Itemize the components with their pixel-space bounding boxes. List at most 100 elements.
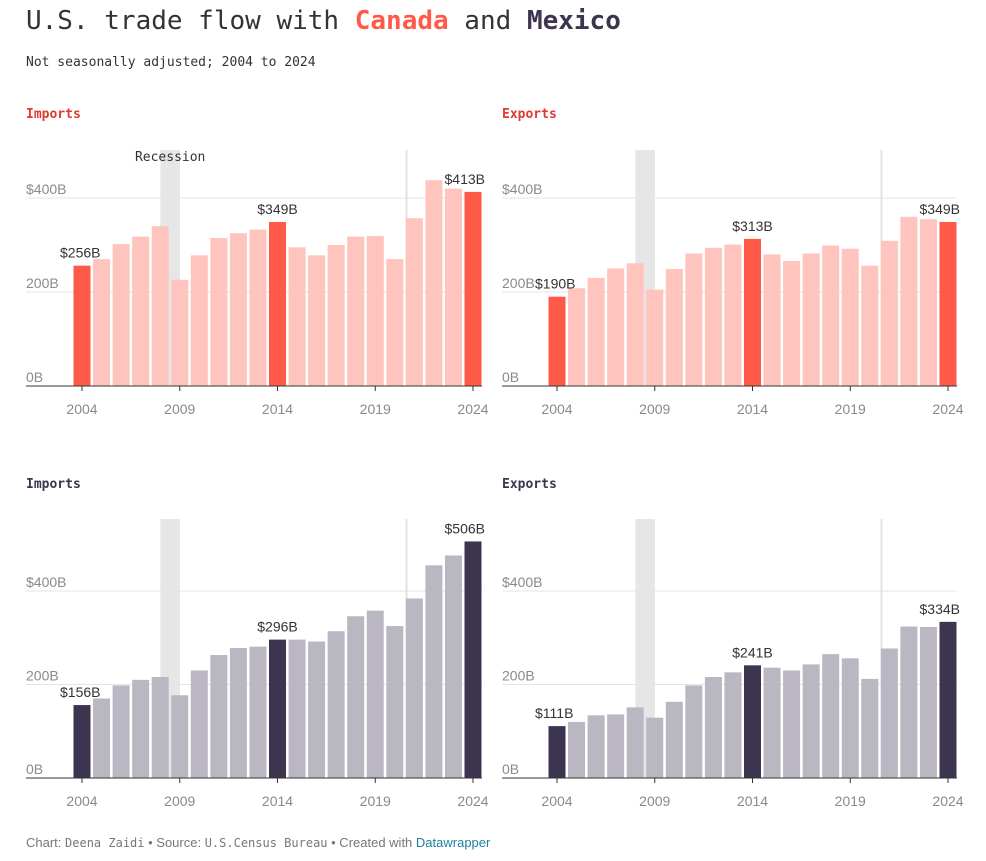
mexico-imports-ytick-400: $400B	[26, 574, 66, 590]
mexico-imports-bar-2004	[73, 705, 91, 778]
footer-source: U.S.Census Bureau	[204, 836, 328, 850]
canada-imports-xtick-2024: 2024	[457, 401, 488, 417]
mexico-exports-bar-2016	[783, 670, 801, 778]
canada-imports-bar-2022	[425, 180, 443, 386]
canada-imports-bar-2010	[190, 255, 208, 386]
mexico-exports-bar-2021	[880, 648, 898, 778]
mexico-imports-data-label-2024: $506B	[445, 520, 485, 536]
mexico-imports-xtick-2004: 2004	[66, 793, 97, 809]
canada-exports-bar-2013	[724, 244, 742, 386]
canada-exports-bar-2011	[685, 253, 703, 386]
canada-imports-bar-2014	[269, 221, 286, 386]
mexico-exports-data-label-2024: $334B	[920, 601, 960, 617]
mexico-imports-xtick-2014: 2014	[262, 793, 293, 809]
page-subtitle: Not seasonally adjusted; 2004 to 2024	[26, 55, 316, 70]
mexico-exports-bar-2011	[685, 685, 703, 778]
footer-sep2: • Created with	[327, 835, 416, 850]
footer-datawrapper-link[interactable]: Datawrapper	[415, 835, 491, 850]
canada-exports-bar-2004	[548, 296, 566, 386]
canada-exports-bar-2014	[744, 238, 761, 386]
mexico-imports-bar-2010	[190, 670, 208, 778]
canada-imports-bar-2021	[405, 218, 423, 386]
mexico-imports-ytick-0: 0B	[26, 761, 43, 777]
canada-imports-xtick-2004: 2004	[66, 401, 97, 417]
mexico-imports-bar-2022	[425, 565, 443, 778]
canada-imports-bar-2017	[327, 245, 345, 386]
mexico-imports-data-label-2014: $296B	[257, 619, 297, 635]
mexico-exports-xtick-2009: 2009	[639, 793, 670, 809]
canada-imports-bar-2024	[464, 191, 482, 386]
canada-exports-bar-2020	[861, 265, 879, 386]
mexico-exports-bar-2019	[841, 658, 859, 778]
canada-exports-bar-2005	[568, 288, 586, 386]
canada-imports-bar-2004	[73, 265, 91, 386]
mexico-exports-bar-2014	[744, 665, 761, 778]
canada-exports-data-label-2024: $349B	[920, 201, 960, 217]
mexico-imports-xtick-2019: 2019	[360, 793, 391, 809]
mexico-exports-data-label-2004: $111B	[535, 705, 573, 721]
canada-imports-bar-2007	[132, 236, 150, 386]
canada-imports-recession-label: Recession	[135, 150, 205, 165]
canada-exports-bar-2007	[607, 268, 625, 386]
mexico-exports-xtick-2024: 2024	[932, 793, 963, 809]
canada-imports-bar-2015	[288, 247, 306, 386]
mexico-imports-ytick-200: 200B	[26, 668, 59, 684]
canada-imports-bar-2020	[386, 259, 404, 386]
canada-imports-xtick-2019: 2019	[360, 401, 391, 417]
canada-exports-bar-2018	[822, 245, 840, 386]
canada-imports-bar-2009	[171, 279, 189, 386]
mexico-imports-bar-2019	[366, 610, 384, 778]
canada-exports-ytick-400: $400B	[502, 181, 542, 197]
panel-title-mexico-imports: Imports	[26, 477, 81, 492]
canada-imports-bar-2008	[151, 226, 169, 386]
footer-author: Deena Zaidi	[65, 836, 145, 850]
canada-exports-bar-2022	[900, 216, 918, 386]
mexico-exports-bar-2010	[665, 701, 683, 778]
mexico-exports-bar-2013	[724, 672, 742, 778]
mexico-exports-bar-2007	[607, 714, 625, 778]
canada-exports-bar-2010	[665, 268, 683, 386]
canada-exports-bar-2008	[626, 263, 644, 386]
canada-imports-xtick-2014: 2014	[262, 401, 293, 417]
canada-imports-xtick-2009: 2009	[164, 401, 195, 417]
canada-exports-data-label-2014: $313B	[732, 218, 772, 234]
mexico-imports-bar-2018	[347, 616, 365, 778]
mexico-imports-bar-2006	[112, 685, 130, 778]
mexico-exports-bar-2022	[900, 626, 918, 778]
mexico-exports-bar-2024	[939, 621, 957, 778]
mexico-imports-bar-2008	[151, 677, 169, 778]
canada-imports-bar-2012	[229, 233, 247, 386]
canada-imports-bar-2019	[366, 236, 384, 386]
mexico-exports-bar-2012	[704, 677, 722, 778]
mexico-exports-ytick-400: $400B	[502, 574, 542, 590]
canada-imports-bar-2018	[347, 236, 365, 386]
mexico-imports-bar-2009	[171, 695, 189, 778]
mexico-exports-xtick-2004: 2004	[541, 793, 572, 809]
canada-exports-bar-2016	[783, 260, 801, 386]
mexico-exports-bar-2006	[587, 715, 605, 778]
footer-sep1: • Source:	[144, 835, 205, 850]
canada-exports-xtick-2019: 2019	[835, 401, 866, 417]
title-canada: Canada	[354, 6, 449, 36]
panel-title-canada-imports: Imports	[26, 107, 81, 122]
mexico-exports-bar-2008	[626, 707, 644, 778]
mexico-imports-bar-2015	[288, 639, 306, 778]
canada-exports-xtick-2004: 2004	[541, 401, 572, 417]
mexico-exports-bar-2004	[548, 726, 566, 778]
mexico-imports-xtick-2009: 2009	[164, 793, 195, 809]
canada-imports-bar-2023	[444, 188, 462, 386]
mexico-exports-bar-2009	[646, 717, 664, 778]
mexico-imports-xtick-2024: 2024	[457, 793, 488, 809]
canada-imports-bar-2016	[308, 255, 326, 386]
mexico-imports-bar-2021	[405, 598, 423, 778]
canada-exports-bar-2021	[880, 240, 898, 386]
canada-exports-bar-2023	[919, 219, 937, 386]
canada-exports-ytick-0: 0B	[502, 369, 519, 385]
mexico-exports-ytick-200: 200B	[502, 668, 535, 684]
mexico-imports-bar-2016	[308, 641, 326, 778]
mexico-imports-bar-2013	[249, 646, 267, 778]
canada-imports-bar-2011	[210, 237, 228, 386]
canada-exports-bar-2012	[704, 247, 722, 386]
canada-imports-bar-2006	[112, 244, 130, 386]
canada-exports-bar-2019	[841, 248, 859, 386]
